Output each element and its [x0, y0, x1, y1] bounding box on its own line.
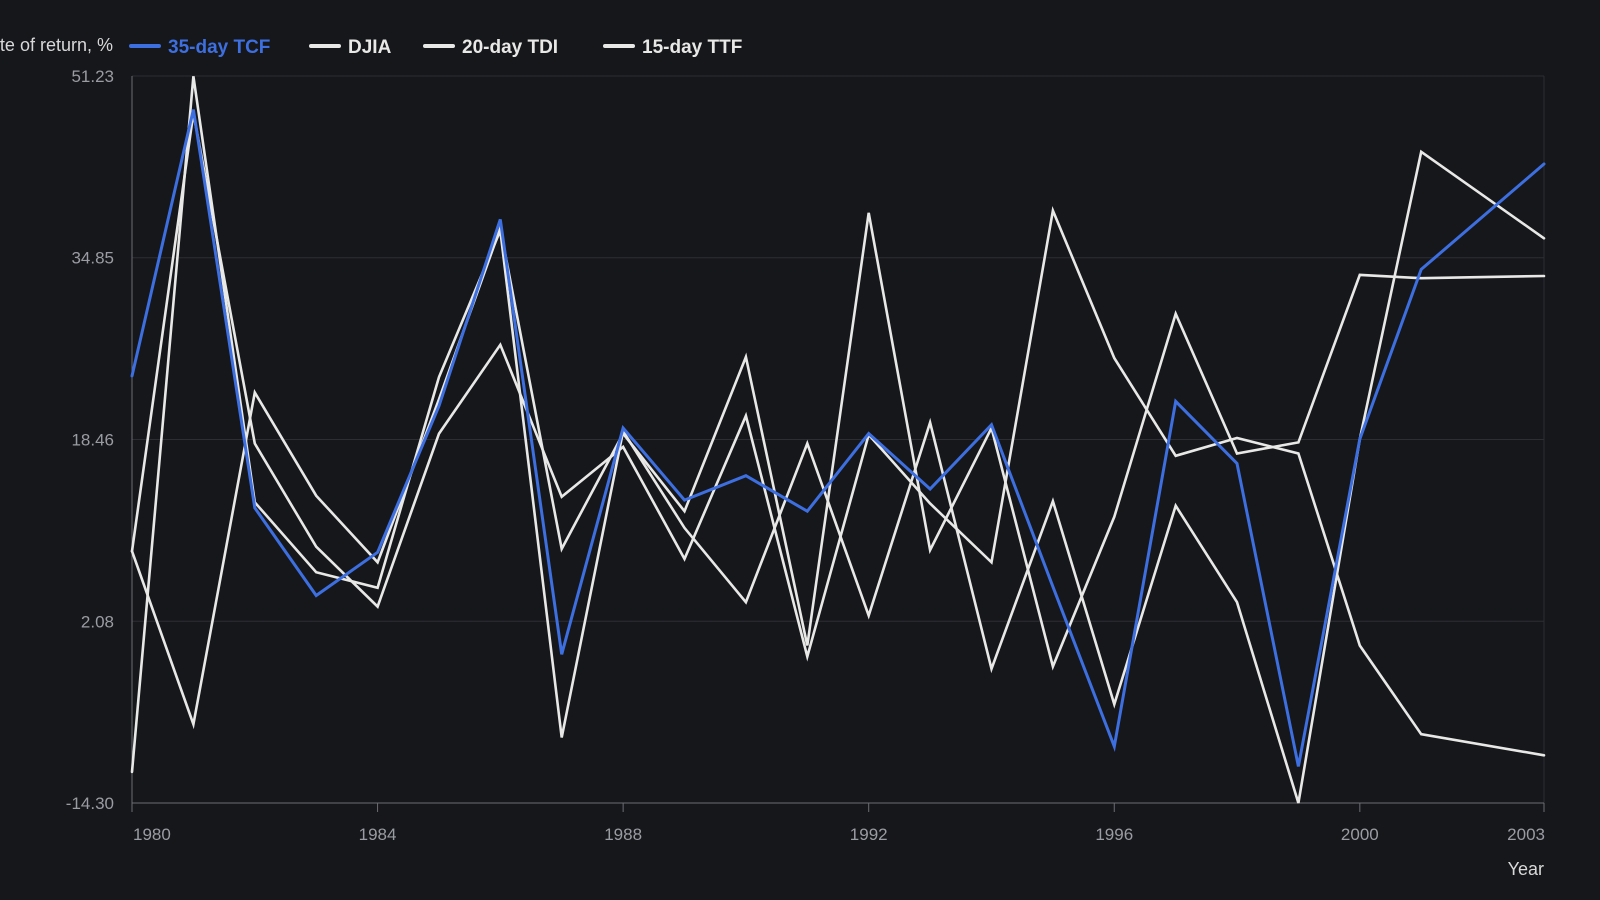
x-tick-label: 2003 [1507, 825, 1545, 844]
x-axis-title: Year [1508, 859, 1544, 879]
x-tick-label: 1988 [604, 825, 642, 844]
y-axis-title: Rate of return, % [0, 35, 113, 55]
legend: 35-day TCF DJIA 20-day TDI 15-day TTF [129, 37, 742, 58]
legend-label-3: 15-day TTF [642, 37, 742, 58]
series-lines [130, 76, 1546, 804]
legend-label-1: DJIA [348, 37, 392, 58]
series-line-2 [130, 112, 1546, 757]
legend-label-0: 35-day TCF [168, 37, 270, 58]
series-line-0 [130, 109, 1546, 767]
series-line-1 [130, 212, 1546, 730]
y-tick-label: 34.85 [71, 249, 114, 268]
gridlines [132, 75, 1545, 804]
y-tick-label: 2.08 [81, 612, 114, 631]
x-tick-label: 1980 [133, 825, 171, 844]
y-tick-label: 18.46 [71, 431, 114, 450]
x-tick-label: 2000 [1341, 825, 1379, 844]
x-tick-label: 1996 [1095, 825, 1133, 844]
series-line-3 [130, 76, 1546, 804]
x-tick-label: 1984 [359, 825, 397, 844]
y-tick-label: 51.23 [71, 67, 114, 86]
x-tick-label: 1992 [850, 825, 888, 844]
legend-label-2: 20-day TDI [462, 37, 558, 58]
axes: -14.30 2.08 18.46 34.85 51.23 1980 1984 1988 199… [0, 35, 1545, 879]
y-tick-label: -14.30 [66, 794, 114, 813]
